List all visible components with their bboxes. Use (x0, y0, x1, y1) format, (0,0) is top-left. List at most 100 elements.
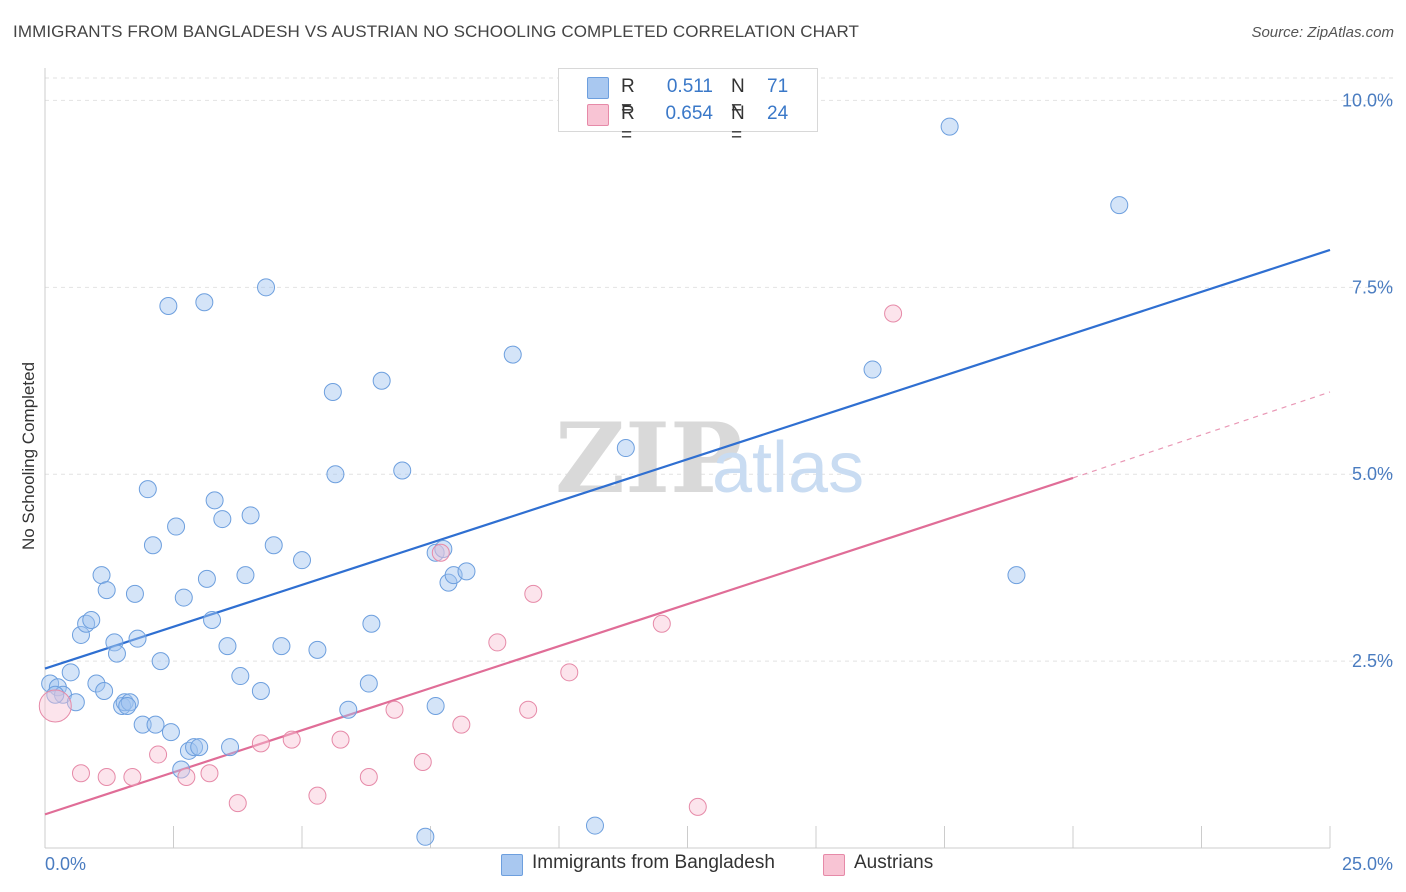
legend-n-value: 24 (767, 103, 789, 124)
data-point (331, 730, 350, 749)
data-point (1007, 566, 1026, 585)
data-point (143, 536, 162, 555)
bottom-legend-label-austrians: Austrians (854, 852, 934, 873)
data-point (326, 465, 345, 484)
x-tick-label: 0.0% (45, 854, 86, 874)
data-point (123, 767, 142, 786)
data-point (308, 786, 327, 805)
bottom-legend: Immigrants from Bangladesh Austrians (0, 850, 1406, 880)
legend-r-value: 0.511 (666, 76, 713, 97)
data-point (38, 689, 72, 723)
data-point (218, 637, 237, 656)
data-point (97, 581, 116, 600)
data-point (323, 382, 342, 401)
data-point (195, 293, 214, 312)
trend-line (44, 476, 1074, 816)
data-point (452, 715, 471, 734)
data-point (585, 816, 604, 835)
data-points (38, 117, 1129, 846)
legend-n-label: N = (731, 103, 745, 146)
data-point (159, 297, 178, 316)
data-point (488, 633, 507, 652)
data-point (185, 738, 204, 757)
data-point (95, 682, 114, 701)
data-point (264, 536, 283, 555)
bottom-legend-swatch-bangladesh (501, 854, 523, 876)
trend-line (44, 248, 1331, 670)
bottom-legend-label-bangladesh: Immigrants from Bangladesh (532, 852, 775, 873)
legend: R = 0.511 N = 71 R = 0.654 N = 24 (558, 68, 818, 146)
legend-n-value: 71 (767, 76, 789, 97)
data-point (457, 562, 476, 581)
x-tick-label: 25.0% (1342, 854, 1393, 874)
data-point (431, 543, 450, 562)
data-point (125, 584, 144, 603)
data-point (151, 652, 170, 671)
watermark-atlas: atlas (712, 428, 864, 508)
chart-title: IMMIGRANTS FROM BANGLADESH VS AUSTRIAN N… (13, 22, 860, 41)
data-point (251, 682, 270, 701)
y-tick-label: 5.0% (1352, 464, 1393, 484)
axes (44, 68, 1331, 849)
watermark: ZIP atlas (555, 402, 864, 515)
legend-r-label: R = (621, 103, 635, 146)
data-point (863, 360, 882, 379)
data-point (92, 566, 111, 585)
data-point (293, 551, 311, 570)
data-point (339, 700, 358, 719)
data-point (205, 491, 224, 510)
tick-labels: 2.5% 5.0% 7.5% 10.0% 0.0% 25.0% (45, 90, 1393, 874)
data-point (385, 700, 404, 719)
data-point (1110, 196, 1129, 215)
trend-lines (44, 248, 1331, 816)
data-point (362, 614, 381, 633)
data-point (174, 588, 193, 607)
legend-swatch-bangladesh (587, 77, 609, 99)
y-tick-label: 7.5% (1352, 277, 1393, 297)
data-point (228, 794, 247, 813)
data-point (241, 506, 260, 525)
data-point (177, 767, 196, 786)
data-point (61, 663, 80, 682)
legend-n-label: N = (731, 76, 745, 119)
data-point (257, 278, 276, 297)
data-point (105, 633, 124, 652)
data-point (197, 569, 216, 588)
data-point (688, 797, 707, 816)
data-point (272, 637, 291, 656)
data-point (213, 510, 232, 529)
data-point (940, 117, 959, 136)
data-point (519, 700, 538, 719)
data-point (87, 674, 106, 693)
data-point (359, 767, 378, 786)
y-tick-label: 10.0% (1342, 90, 1393, 110)
data-point (426, 696, 445, 715)
data-point (82, 610, 101, 629)
source-label: Source: ZipAtlas.com (1251, 24, 1394, 41)
data-point (203, 610, 222, 629)
data-point (393, 461, 412, 480)
data-point (524, 584, 543, 603)
data-point (146, 715, 165, 734)
data-point (71, 764, 90, 783)
data-point (118, 696, 137, 715)
data-point (133, 715, 152, 734)
legend-r-value: 0.654 (665, 103, 713, 124)
data-point (231, 667, 250, 686)
data-point (560, 663, 579, 682)
data-point (503, 345, 522, 364)
bottom-legend-swatch-austrians (823, 854, 845, 876)
data-point (200, 764, 219, 783)
y-tick-label: 2.5% (1352, 651, 1393, 671)
data-point (97, 767, 116, 786)
data-point (128, 629, 147, 648)
data-point (190, 738, 209, 757)
y-axis-label: No Schooling Completed (19, 362, 38, 550)
data-point (652, 614, 671, 633)
data-point (251, 734, 270, 753)
data-point (161, 723, 180, 742)
data-point (308, 640, 327, 659)
data-point (138, 480, 157, 499)
data-point (372, 371, 391, 390)
